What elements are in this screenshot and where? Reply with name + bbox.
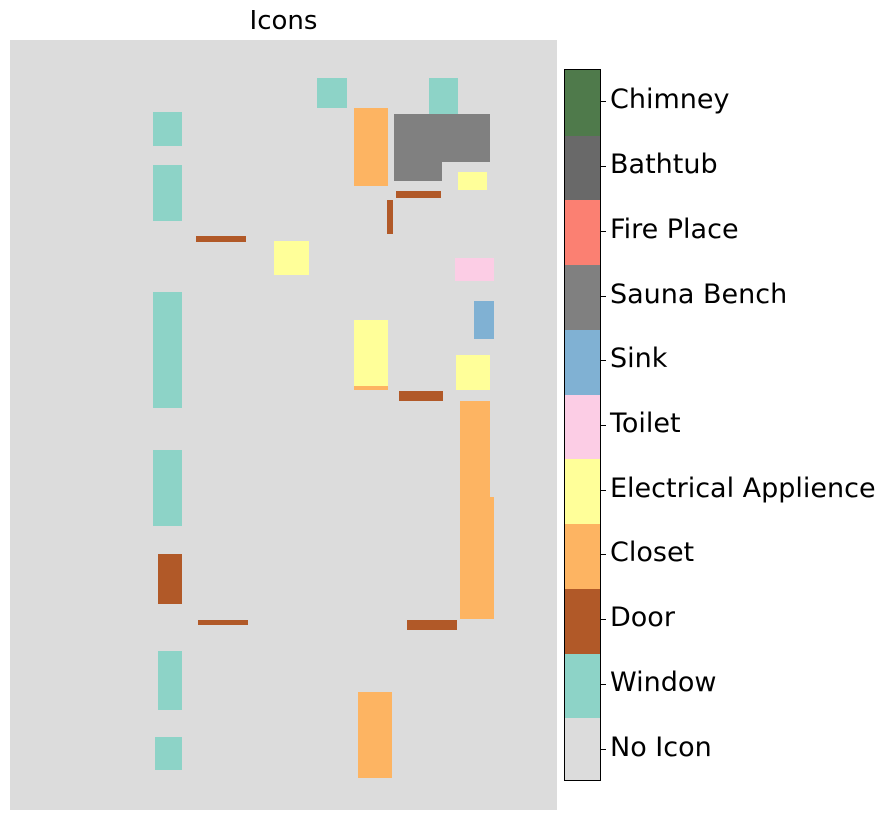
colorbar-swatch <box>565 587 600 654</box>
colorbar-swatch <box>565 652 600 719</box>
toilet-region <box>455 258 494 281</box>
colorbar-swatch <box>565 264 600 330</box>
closet-region <box>354 386 388 390</box>
colorbar-tick <box>601 101 606 102</box>
colorbar-tick <box>601 360 606 361</box>
window-region <box>429 78 458 114</box>
window-region <box>155 737 182 770</box>
colorbar-label: Fire Place <box>610 214 739 245</box>
sauna-bench-region <box>394 114 490 162</box>
colorbar-label: Bathtub <box>610 149 718 180</box>
colorbar-label: Sink <box>610 343 668 374</box>
colorbar-tick <box>601 166 606 167</box>
colorbar-swatch <box>565 328 600 395</box>
window-region <box>153 112 182 146</box>
colorbar-label: No Icon <box>610 732 712 763</box>
closet-region <box>358 692 392 778</box>
closet-region <box>490 497 494 619</box>
door-region <box>407 620 457 630</box>
colorbar-tick <box>601 554 606 555</box>
colorbar-label: Toilet <box>610 408 681 439</box>
colorbar-swatch <box>565 458 600 525</box>
electrical-applience-region <box>274 241 309 275</box>
closet-region <box>460 401 490 619</box>
colorbar-tick <box>601 425 606 426</box>
closet-region <box>354 108 388 186</box>
window-region <box>153 450 182 526</box>
door-region <box>399 391 443 401</box>
door-region <box>198 620 248 625</box>
window-region <box>317 78 347 108</box>
sauna-bench-region <box>394 162 442 181</box>
colorbar-swatch <box>565 134 600 201</box>
colorbar-swatch <box>565 393 600 460</box>
door-region <box>387 200 393 234</box>
colorbar-tick <box>601 619 606 620</box>
colorbar-tick <box>601 684 606 685</box>
colorbar-swatch <box>565 199 600 266</box>
colorbar-swatch <box>565 717 600 780</box>
colorbar-tick <box>601 490 606 491</box>
sink-region <box>474 301 494 339</box>
door-region <box>396 191 441 198</box>
colorbar-label: Sauna Bench <box>610 279 788 310</box>
window-region <box>153 165 182 221</box>
door-region <box>196 236 246 242</box>
colorbar-swatch <box>565 70 600 136</box>
electrical-applience-region <box>458 172 487 190</box>
window-region <box>158 651 182 710</box>
colorbar <box>564 69 601 781</box>
colorbar-tick <box>601 231 606 232</box>
colorbar-label: Chimney <box>610 84 730 115</box>
door-region <box>158 554 182 604</box>
colorbar-label: Window <box>610 667 717 698</box>
colorbar-swatch <box>565 523 600 589</box>
electrical-applience-region <box>456 355 490 390</box>
figure-title: Icons <box>249 6 318 36</box>
colorbar-tick <box>601 749 606 750</box>
icon-segmentation-map <box>10 40 557 810</box>
colorbar-label: Closet <box>610 537 695 568</box>
electrical-applience-region <box>354 320 388 386</box>
colorbar-label: Door <box>610 602 675 633</box>
colorbar-label: Electrical Applience <box>610 473 876 504</box>
colorbar-tick <box>601 296 606 297</box>
window-region <box>153 292 182 408</box>
